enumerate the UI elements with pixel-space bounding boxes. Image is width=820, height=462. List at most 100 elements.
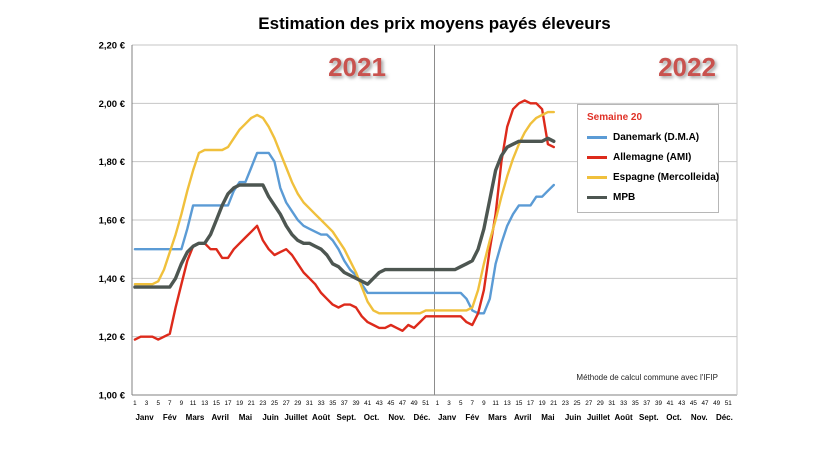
legend-item-3: MPB: [587, 192, 709, 203]
month-label: Sept.: [639, 413, 659, 422]
y-axis-tick-label: 1,80 €: [99, 157, 126, 168]
month-label: Juin: [565, 413, 582, 422]
month-label: Avril: [514, 413, 532, 422]
week-tick-label: 9: [482, 400, 486, 407]
week-tick-label: 15: [213, 400, 221, 407]
legend-item-0: Danemark (D.M.A): [587, 132, 709, 143]
week-tick-label: 7: [168, 400, 172, 407]
week-tick-label: 49: [411, 400, 419, 407]
month-label: Juillet: [587, 413, 610, 422]
week-tick-label: 39: [352, 400, 360, 407]
y-axis-tick-label: 2,20 €: [99, 41, 126, 52]
week-tick-label: 1: [436, 400, 440, 407]
week-tick-label: 11: [190, 400, 197, 407]
week-tick-label: 5: [156, 400, 160, 407]
week-tick-label: 37: [643, 400, 651, 407]
legend-item-label: MPB: [613, 192, 636, 203]
week-tick-label: 33: [318, 400, 326, 407]
month-label: Mars: [186, 413, 205, 422]
series-line-espagne-mercolleida: [133, 110, 555, 315]
week-tick-label: 31: [608, 400, 616, 407]
legend-header: Semaine 20: [587, 112, 643, 123]
chart-legend: Semaine 20 Danemark (D.M.A) Allemagne (AM…: [577, 104, 719, 213]
month-label: Déc.: [716, 413, 733, 422]
week-tick-label: 31: [306, 400, 314, 407]
week-tick-label: 23: [562, 400, 570, 407]
month-label: Mai: [541, 413, 554, 422]
week-tick-label: 41: [364, 400, 372, 407]
week-tick-label: 13: [504, 400, 512, 407]
week-tick-label: 21: [550, 400, 558, 407]
week-tick-label: 27: [585, 400, 593, 407]
week-tick-label: 49: [713, 400, 721, 407]
week-tick-label: 29: [294, 400, 302, 407]
legend-line-swatch: [587, 195, 607, 200]
week-tick-label: 45: [387, 400, 395, 407]
month-label: Juillet: [284, 413, 307, 422]
month-label: Sept.: [337, 413, 357, 422]
month-label: Juin: [262, 413, 279, 422]
week-tick-label: 5: [459, 400, 463, 407]
week-tick-label: 3: [145, 400, 149, 407]
month-label: Nov.: [388, 413, 405, 422]
y-axis-tick-label: 1,60 €: [99, 216, 126, 227]
week-tick-label: 7: [471, 400, 475, 407]
year-label-2022: 2022: [658, 52, 716, 82]
series-line-danemark-d-m-a: [133, 151, 555, 315]
month-label: Déc.: [413, 413, 430, 422]
week-tick-label: 1: [133, 400, 137, 407]
series-line-mpb: [133, 136, 556, 289]
week-tick-label: 43: [376, 400, 384, 407]
month-label: Janv: [438, 413, 457, 422]
week-tick-label: 25: [573, 400, 581, 407]
week-tick-label: 23: [259, 400, 267, 407]
month-label: Oct.: [364, 413, 380, 422]
week-tick-label: 29: [597, 400, 605, 407]
legend-line-swatch: [587, 175, 607, 180]
week-tick-label: 37: [341, 400, 349, 407]
legend-items: Danemark (D.M.A) Allemagne (AMI) Espagne (…: [587, 132, 719, 203]
week-tick-label: 3: [447, 400, 451, 407]
y-axis-tick-label: 1,00 €: [99, 391, 126, 402]
week-tick-label: 9: [180, 400, 184, 407]
week-tick-label: 35: [329, 400, 337, 407]
legend-item-label: Danemark (D.M.A): [613, 132, 700, 143]
week-tick-label: 17: [224, 400, 232, 407]
month-label: Mai: [239, 413, 252, 422]
methodology-footnote: Méthode de calcul commune avec l'IFIP: [576, 373, 718, 382]
week-tick-label: 39: [655, 400, 663, 407]
month-label: Janv: [135, 413, 154, 422]
month-label: Fév: [465, 413, 479, 422]
month-label: Août: [312, 413, 331, 422]
legend-item-label: Espagne (Mercolleida): [613, 172, 720, 183]
y-axis-tick-label: 1,40 €: [99, 274, 126, 285]
legend-item-2: Espagne (Mercolleida): [587, 172, 719, 183]
week-tick-label: 19: [539, 400, 547, 407]
month-label: Oct.: [666, 413, 682, 422]
week-tick-label: 27: [283, 400, 291, 407]
legend-line-swatch: [587, 155, 607, 160]
month-label: Fév: [163, 413, 177, 422]
month-label: Nov.: [691, 413, 708, 422]
week-tick-label: 47: [701, 400, 709, 407]
week-tick-label: 17: [527, 400, 535, 407]
week-tick-label: 41: [667, 400, 675, 407]
month-label: Mars: [488, 413, 507, 422]
y-axis-tick-label: 2,00 €: [99, 99, 126, 110]
week-tick-label: 13: [201, 400, 209, 407]
year-label-2021: 2021: [328, 52, 386, 82]
week-tick-label: 51: [725, 400, 733, 407]
week-tick-label: 21: [248, 400, 256, 407]
week-tick-label: 51: [422, 400, 430, 407]
week-tick-label: 43: [678, 400, 686, 407]
legend-item-1: Allemagne (AMI): [587, 152, 709, 163]
week-tick-label: 25: [271, 400, 279, 407]
month-label: Avril: [211, 413, 229, 422]
week-tick-label: 33: [620, 400, 628, 407]
week-tick-label: 47: [399, 400, 407, 407]
y-axis-tick-label: 1,20 €: [99, 332, 126, 343]
month-label: Août: [614, 413, 633, 422]
week-tick-label: 19: [236, 400, 244, 407]
week-tick-label: 11: [492, 400, 499, 407]
